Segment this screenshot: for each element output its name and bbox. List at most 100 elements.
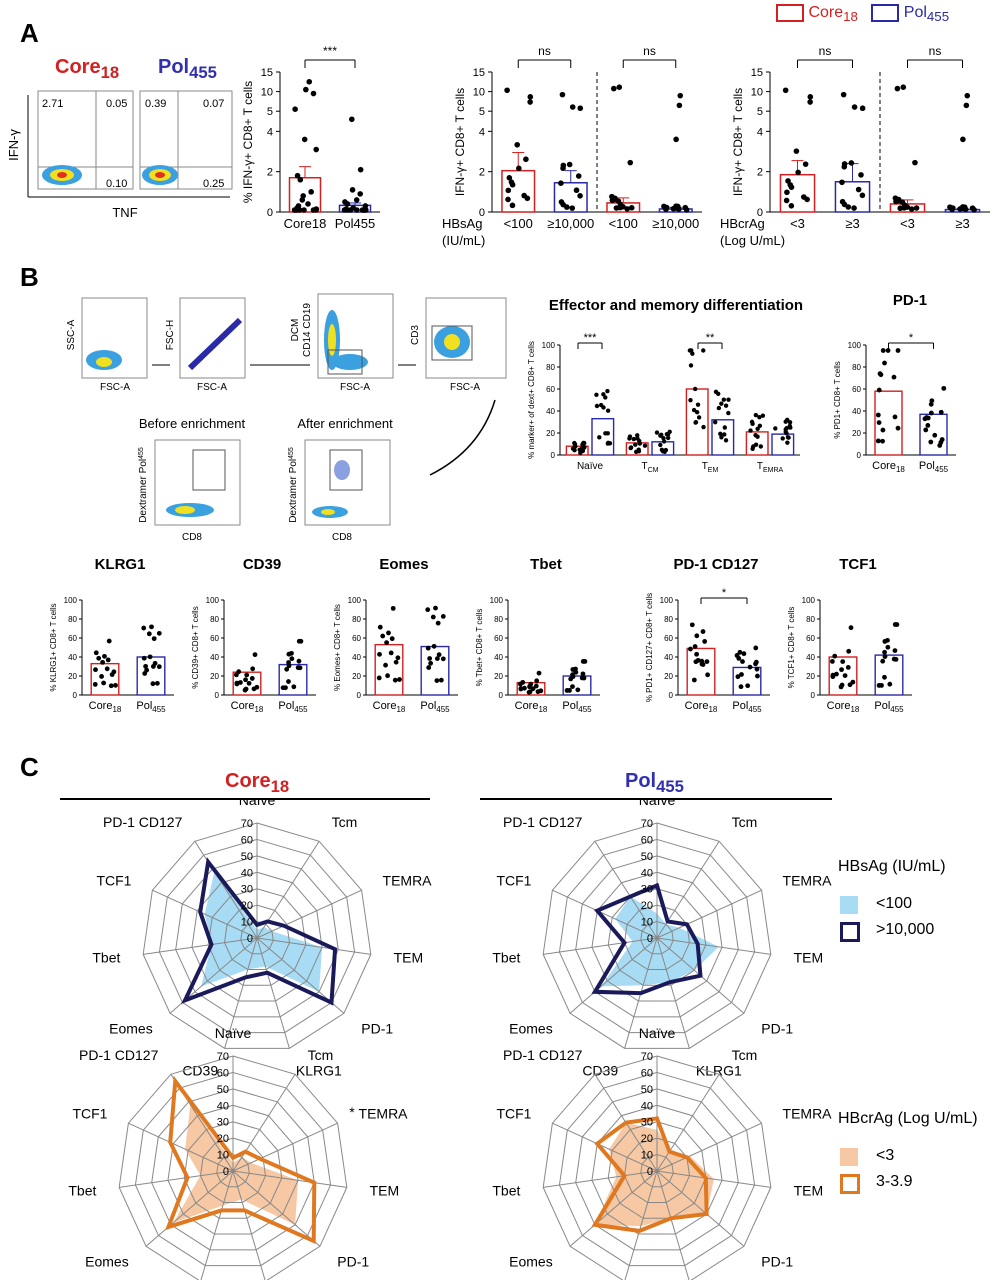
- point-eomes: [384, 640, 389, 645]
- ylabel-a2: IFN-γ+ CD8+ T cells: [453, 88, 467, 196]
- radar-tick-radar_core_hbsag: 60: [241, 834, 253, 846]
- xtick-eomes-0: Core18: [373, 700, 406, 714]
- radar-tick-radar_core_hbsag: 40: [241, 867, 253, 879]
- xtick-a2-2: <100: [609, 216, 638, 231]
- point-eomes: [377, 624, 383, 630]
- radar-axis-label-radar_core_hbcrag: TEM: [370, 1183, 400, 1199]
- xtick-a1-1: Pol455: [335, 216, 375, 231]
- point-a3: [963, 102, 970, 109]
- hbsag-hi-swatch: [840, 922, 860, 942]
- point-a3: [800, 194, 807, 200]
- radar-core-rule: [60, 798, 430, 800]
- radar-spoke-radar_pol_hbsag: [552, 889, 658, 939]
- point-a2: [514, 141, 521, 148]
- radar-axis-label-radar_core_hbsag: TEMRA: [383, 873, 433, 889]
- radar-tick-radar_core_hbcrag: 30: [217, 1117, 229, 1129]
- radar-axis-label-radar_core_hbcrag: TEMRA: [359, 1106, 409, 1122]
- point-a1: [357, 191, 363, 197]
- flow-core-q4: 0.10: [106, 178, 127, 190]
- point-pd1: [876, 387, 882, 393]
- point-a2: [569, 104, 576, 110]
- point-tcf1: [845, 664, 851, 670]
- point-pd1: [875, 412, 881, 418]
- radar-grid-radar_pol_hbsag: [575, 855, 739, 1018]
- bar-pd1cd127-0: [686, 647, 716, 696]
- point-a3: [855, 186, 862, 193]
- point-eff: [785, 417, 790, 423]
- point-eff: [688, 397, 693, 403]
- point-a1: [354, 207, 360, 213]
- ytick-label-pd1: 80: [852, 363, 861, 372]
- point-a1: [344, 201, 351, 207]
- radar-axis-label-radar_pol_hbcrag: Eomes: [509, 1253, 553, 1269]
- ytick-label-tcf1: 20: [806, 672, 815, 681]
- point-klrg1: [113, 682, 118, 688]
- radar-grid-radar_pol_hbcrag: [558, 1071, 756, 1267]
- ytick-label-tcf1: 60: [806, 634, 815, 643]
- ytick-label-eff: 80: [546, 363, 555, 372]
- point-tbet: [536, 670, 542, 676]
- point-eomes: [425, 607, 431, 613]
- radar-spoke-radar_core_hbcrag: [232, 1122, 338, 1172]
- xtick-tcf1-1: Pol455: [874, 700, 904, 714]
- point-a2: [569, 205, 576, 211]
- point-tcf1: [876, 683, 882, 688]
- radar-spoke-radar_pol_hbcrag: [543, 1170, 658, 1188]
- point-pd1cd127: [704, 659, 710, 664]
- point-eff: [603, 395, 608, 400]
- point-eff: [627, 436, 632, 441]
- point-a1: [305, 201, 311, 207]
- point-eomes: [440, 614, 446, 619]
- point-a1: [313, 146, 319, 153]
- point-tbet: [580, 659, 586, 664]
- panel-label-c: C: [20, 752, 39, 782]
- radar-tick-radar_pol_hbsag: 30: [641, 884, 653, 896]
- radar-grid-radar_pol_hbcrag: [607, 1121, 707, 1219]
- point-pd1cd127: [693, 659, 699, 665]
- ytick-label-pd1cd127: 100: [660, 596, 674, 605]
- point-a2: [609, 193, 615, 200]
- xtick-a2-3: ≥10,000: [652, 216, 699, 231]
- point-klrg1: [149, 624, 154, 630]
- point-eomes: [397, 677, 402, 682]
- point-a2: [516, 165, 522, 172]
- radar-spoke-radar_core_hbsag: [194, 840, 258, 939]
- radar-grid-radar_core_hbcrag: [134, 1071, 332, 1267]
- dex-y-before: Dextramer Pol455: [138, 447, 149, 523]
- point-a2: [573, 187, 580, 194]
- point-klrg1: [105, 657, 111, 663]
- point-a1: [301, 207, 307, 213]
- hbsag-lo-label: <100: [876, 895, 913, 912]
- ytick-label-eomes: 40: [352, 653, 361, 662]
- point-eff: [719, 401, 724, 406]
- gate2-y: FSC-H: [165, 320, 176, 351]
- point-eomes: [433, 605, 438, 611]
- xtick-tbet-0: Core18: [515, 700, 548, 714]
- point-eomes: [434, 678, 440, 684]
- radar-tick-radar_core_hbsag: 0: [247, 933, 253, 945]
- point-a3: [784, 189, 790, 196]
- point-a3: [892, 195, 899, 201]
- radar-axis-label-radar_pol_hbsag: KLRG1: [696, 1062, 742, 1078]
- radar-axis-label-radar_core_hbcrag: TCF1: [72, 1106, 107, 1122]
- point-a2: [677, 92, 684, 99]
- point-klrg1: [99, 674, 104, 679]
- point-cd39: [284, 666, 290, 672]
- radar-axis-label-radar_core_hbsag: Tcm: [332, 814, 358, 830]
- point-tcf1: [893, 656, 899, 662]
- point-a2: [504, 87, 510, 94]
- point-eff: [757, 414, 762, 420]
- ylabel-pd1: % PD1+ CD8+ T cells: [833, 361, 842, 439]
- flow-core-q1: 2.71: [42, 98, 63, 110]
- sig-label-a2: ns: [643, 44, 656, 58]
- point-a2: [627, 159, 634, 166]
- point-a2: [527, 94, 534, 100]
- radar-axis-label-radar_pol_hbsag: CD39: [582, 1062, 618, 1078]
- radar-axis-label-radar_pol_hbcrag: PD-1: [761, 1253, 793, 1269]
- radar-grid-radar_core_hbcrag: [167, 1104, 299, 1235]
- radar-axis-label-radar_core_hbsag: CD39: [182, 1062, 218, 1078]
- point-a1: [297, 176, 304, 183]
- point-eff: [659, 432, 664, 438]
- point-klrg1: [92, 681, 98, 687]
- point-eff: [760, 413, 766, 418]
